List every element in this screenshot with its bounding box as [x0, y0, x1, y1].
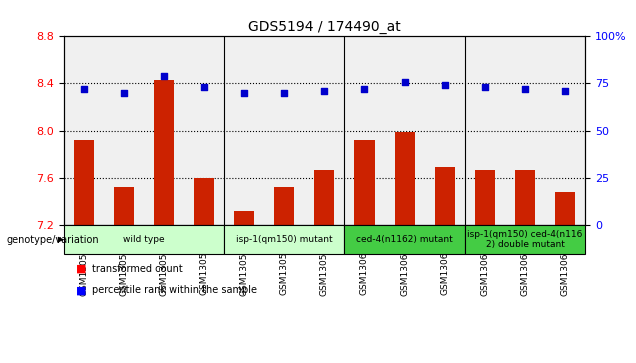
Bar [555, 192, 575, 225]
Bar [515, 170, 535, 225]
Text: isp-1(qm150) ced-4(n116
2) double mutant: isp-1(qm150) ced-4(n116 2) double mutant [467, 230, 583, 249]
Bar [74, 140, 93, 225]
Bar [314, 170, 335, 225]
Bar [274, 187, 294, 225]
Bar [354, 140, 375, 225]
Point [239, 90, 249, 96]
Point [119, 90, 129, 96]
Text: ced-4(n1162) mutant: ced-4(n1162) mutant [356, 235, 453, 244]
Point [279, 90, 289, 96]
Text: genotype/variation: genotype/variation [6, 234, 99, 245]
Bar [394, 132, 415, 225]
Point [159, 73, 169, 79]
Point [439, 82, 450, 88]
Title: GDS5194 / 174490_at: GDS5194 / 174490_at [248, 20, 401, 34]
Bar [114, 187, 134, 225]
Bar [434, 167, 455, 225]
Point [480, 84, 490, 90]
Text: ■: ■ [76, 264, 87, 274]
Point [359, 86, 370, 92]
Point [319, 88, 329, 94]
Text: isp-1(qm150) mutant: isp-1(qm150) mutant [236, 235, 333, 244]
Text: ■: ■ [76, 285, 87, 295]
Text: wild type: wild type [123, 235, 165, 244]
Point [79, 86, 89, 92]
Text: transformed count: transformed count [92, 264, 183, 274]
Bar [475, 170, 495, 225]
Point [520, 86, 530, 92]
Text: percentile rank within the sample: percentile rank within the sample [92, 285, 257, 295]
Point [560, 88, 570, 94]
Bar [234, 211, 254, 225]
Point [399, 79, 410, 85]
Bar [194, 178, 214, 225]
Point [199, 84, 209, 90]
Bar [154, 80, 174, 225]
